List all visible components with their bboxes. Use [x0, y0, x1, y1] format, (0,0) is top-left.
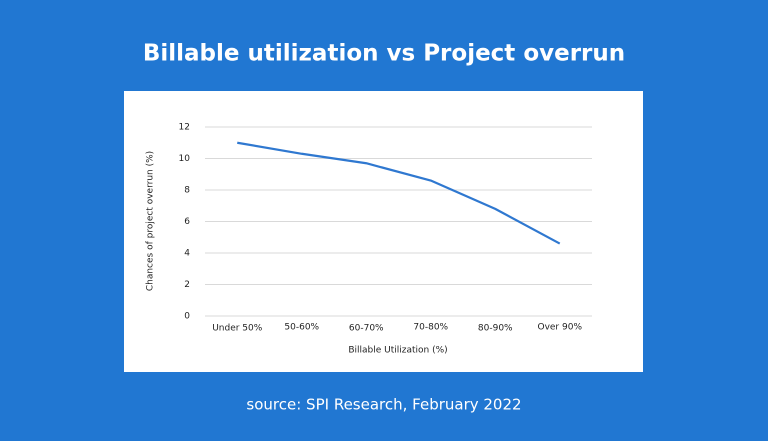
- x-tick-label: 80-90%: [478, 324, 513, 334]
- y-tick-label: 12: [179, 123, 190, 133]
- y-tick-label: 8: [184, 186, 190, 196]
- source-note: source: SPI Research, February 2022: [246, 396, 521, 414]
- x-tick-label: Over 90%: [537, 323, 582, 333]
- chart-title: Billable utilization vs Project overrun: [143, 41, 625, 67]
- x-tick-label: 50-60%: [284, 323, 319, 333]
- chart-panel: [124, 91, 643, 372]
- x-axis-label: Billable Utilization (%): [348, 346, 447, 356]
- y-axis-label: Chances of project overrun (%): [146, 151, 156, 291]
- y-tick-label: 0: [184, 312, 190, 322]
- x-tick-label: 70-80%: [413, 323, 448, 333]
- x-tick-label: 60-70%: [349, 324, 384, 334]
- y-tick-label: 4: [184, 249, 190, 259]
- x-tick-label: Under 50%: [212, 324, 263, 334]
- y-tick-label: 10: [179, 154, 191, 164]
- y-tick-label: 2: [184, 280, 190, 290]
- y-tick-label: 6: [184, 217, 190, 227]
- data-line: [237, 141, 561, 245]
